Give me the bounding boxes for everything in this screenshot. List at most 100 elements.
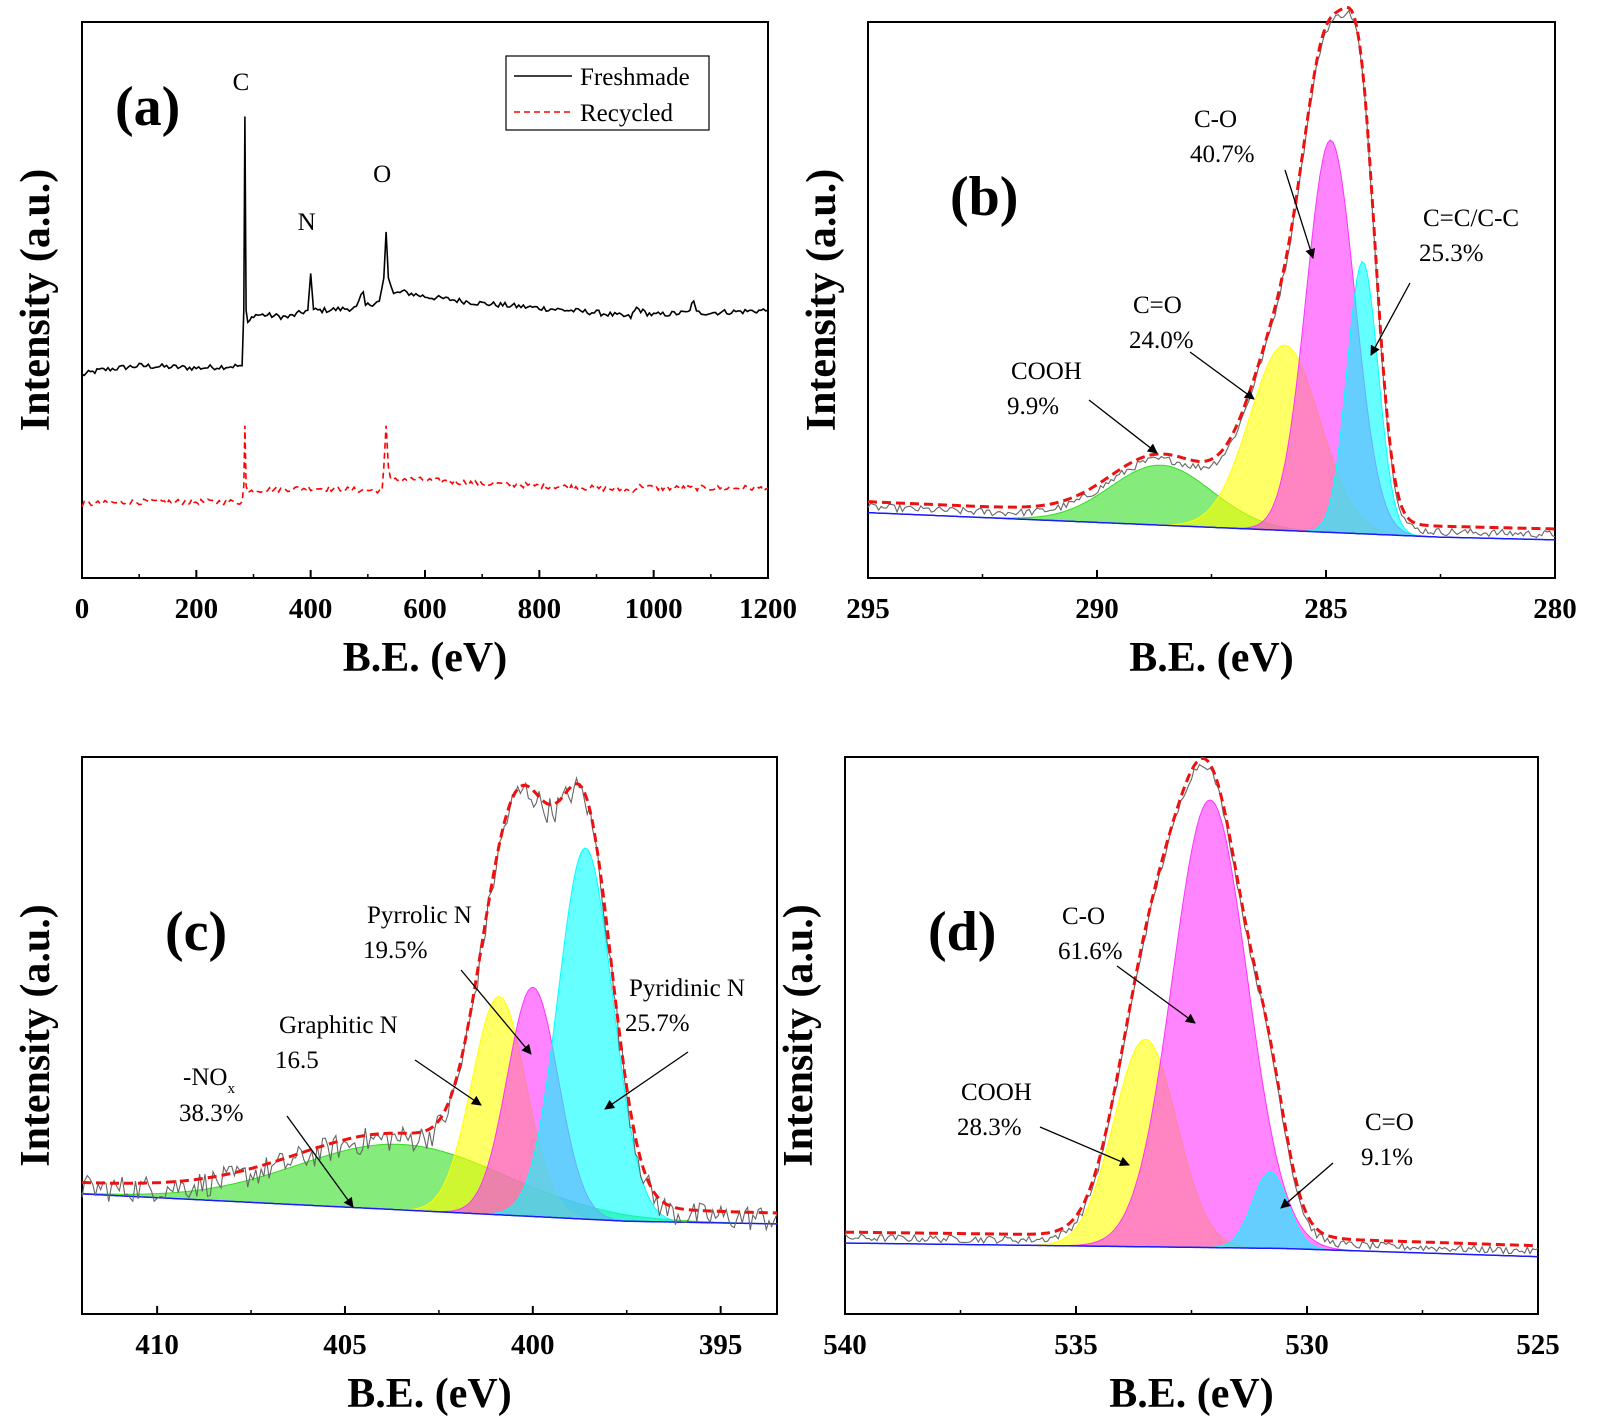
x-tick-label: 395 <box>699 1329 743 1361</box>
annotation-subscript: x <box>227 1081 235 1097</box>
annotation-percent: 19.5% <box>363 937 428 964</box>
x-tick-label: 1000 <box>625 593 683 625</box>
annotation-arrow <box>1280 1162 1334 1209</box>
legend-label-recycled: Recycled <box>580 100 674 127</box>
annotation-percent: 38.3% <box>179 1100 244 1127</box>
x-tick-label: 0 <box>75 593 90 625</box>
annotation-arrow <box>414 1059 482 1106</box>
legend-box <box>505 55 710 131</box>
peak-label-c: C <box>233 69 250 96</box>
x-tick-label: 280 <box>1533 593 1577 625</box>
annotation-label: COOH <box>961 1079 1032 1106</box>
x-tick-label: 410 <box>135 1329 179 1361</box>
x-tick-label: 400 <box>289 593 333 625</box>
peak-label-n: N <box>298 209 316 236</box>
legend-label-freshmade: Freshmade <box>580 64 690 91</box>
panel-c: Intensity (a.u.) B.E. (eV) (c) 410 405 400 395… <box>13 756 778 1417</box>
panel-a: Intensity (a.u.) B.E. (eV) (a) 0 200 400 600 80… <box>13 21 797 681</box>
raw-spectrum-line <box>844 763 1539 1255</box>
x-tick-label: 285 <box>1304 593 1348 625</box>
x-axis-label: B.E. (eV) <box>1129 635 1293 681</box>
y-axis-label: Intensity (a.u.) <box>13 169 59 432</box>
series-line-recycled <box>81 425 769 508</box>
annotation: COOH 28.3% <box>957 1079 1130 1167</box>
annotation-label: C=O <box>1365 1109 1414 1136</box>
annotation-percent: 24.0% <box>1129 327 1194 354</box>
x-tick-label: 405 <box>323 1329 367 1361</box>
x-tick-label: 540 <box>823 1329 867 1361</box>
annotation: Pyridinic N 25.7% <box>604 975 745 1110</box>
annotation-percent: 40.7% <box>1190 141 1255 168</box>
annotation-arrow <box>1039 1126 1130 1167</box>
annotation: C-O 40.7% <box>1190 106 1316 259</box>
annotation-percent: 28.3% <box>957 1114 1022 1141</box>
x-tick-label: 600 <box>403 593 447 625</box>
annotation-arrow <box>460 969 532 1055</box>
x-axis-label: B.E. (eV) <box>343 635 507 681</box>
panel-label: (d) <box>928 901 996 963</box>
annotation: Graphitic N 16.5 <box>275 1012 482 1106</box>
panel-label: (c) <box>165 901 227 963</box>
raw-spectrum-line <box>867 9 1556 539</box>
annotation: C=O 9.1% <box>1280 1109 1414 1209</box>
x-tick-label: 295 <box>846 593 890 625</box>
y-axis-label: Intensity (a.u.) <box>13 904 59 1167</box>
component-c-o <box>867 344 1556 541</box>
annotation-arrow <box>1370 282 1411 356</box>
annotation-label: Pyridinic N <box>629 975 745 1002</box>
x-tick-label: 535 <box>1054 1329 1098 1361</box>
annotation-arrow <box>1116 965 1196 1024</box>
annotation-percent: 16.5 <box>275 1047 319 1074</box>
annotation-arrow <box>1088 399 1158 454</box>
annotation: C-O 61.6% <box>1058 903 1196 1024</box>
annotation-label: C=O <box>1133 292 1182 319</box>
plot-frame <box>81 756 778 1315</box>
x-axis-label: B.E. (eV) <box>1109 1371 1273 1417</box>
panel-label: (b) <box>950 166 1018 228</box>
annotation: C=C/C-C 25.3% <box>1370 205 1519 356</box>
peak-label-o: O <box>373 161 391 188</box>
annotation-label: Graphitic N <box>279 1012 398 1039</box>
annotation-label: C-O <box>1062 903 1105 930</box>
annotation-label: C=C/C-C <box>1423 205 1519 232</box>
fitted-envelope-line <box>867 5 1556 531</box>
panel-label: (a) <box>115 76 180 138</box>
annotation: C=O 24.0% <box>1129 292 1255 400</box>
baseline-line <box>81 1193 777 1225</box>
fitted-envelope-line <box>81 782 777 1215</box>
x-tick-label: 400 <box>511 1329 555 1361</box>
y-axis-label: Intensity (a.u.) <box>799 169 845 432</box>
x-tick-label: 800 <box>518 593 562 625</box>
component-c-o <box>844 799 1539 1258</box>
x-tick-label: 200 <box>175 593 219 625</box>
panel-d: Intensity (a.u.) B.E. (eV) (d) 540 535 530 525… <box>776 756 1560 1417</box>
annotation-arrow <box>1284 169 1316 259</box>
annotation-arrow <box>604 1051 689 1110</box>
annotation-percent: 25.7% <box>625 1010 690 1037</box>
annotation-percent: 25.3% <box>1419 240 1484 267</box>
raw-spectrum-line <box>81 775 778 1232</box>
panel-b: Intensity (a.u.) B.E. (eV) (b) 295 290 285 280… <box>799 5 1577 681</box>
annotation-label: Pyrrolic N <box>367 902 472 929</box>
x-tick-label: 290 <box>1075 593 1119 625</box>
baseline-line <box>867 511 1556 541</box>
annotation-arrow <box>1189 351 1255 400</box>
baseline-line <box>844 1242 1539 1258</box>
annotation: Pyrrolic N 19.5% <box>363 902 532 1055</box>
annotation-percent: 9.9% <box>1007 393 1059 420</box>
x-axis-label: B.E. (eV) <box>347 1371 511 1417</box>
annotation-percent: 9.1% <box>1361 1144 1413 1171</box>
x-tick-label: 1200 <box>739 593 797 625</box>
annotation-label: C-O <box>1194 106 1237 133</box>
fitted-envelope-line <box>844 756 1539 1248</box>
y-axis-label: Intensity (a.u.) <box>776 904 822 1167</box>
x-tick-label: 525 <box>1516 1329 1560 1361</box>
legend: Freshmade Recycled <box>505 55 710 131</box>
annotation: COOH 9.9% <box>1007 358 1158 454</box>
annotation-percent: 61.6% <box>1058 938 1123 965</box>
annotation-label: COOH <box>1011 358 1082 385</box>
x-tick-label: 530 <box>1285 1329 1329 1361</box>
series-line-freshmade <box>81 116 769 377</box>
annotation-label: -NOx <box>183 1064 235 1097</box>
